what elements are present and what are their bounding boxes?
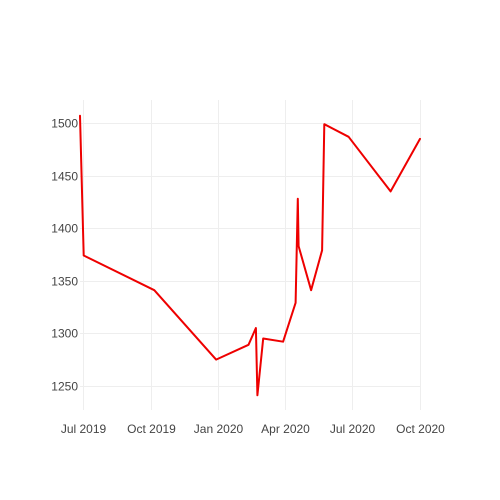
x-tick-label: Jul 2020 [330,422,376,436]
x-tick-label: Oct 2020 [396,422,445,436]
y-tick-label: 1300 [51,327,78,341]
series-line [79,114,421,397]
x-tick-label: Apr 2020 [261,422,310,436]
x-tick-label: Jan 2020 [194,422,244,436]
series-layer [79,114,421,397]
y-tick-label: 1350 [51,275,78,289]
y-tick-label: 1400 [51,222,78,236]
y-axis-ticks: 1250 1300 1350 1400 1450 1500 [51,117,78,394]
y-tick-label: 1250 [51,380,78,394]
x-tick-label: Oct 2019 [127,422,176,436]
x-axis-ticks: Jul 2019 Oct 2019 Jan 2020 Apr 2020 Jul 2020… [61,422,445,436]
y-tick-label: 1500 [51,117,78,131]
grid-lines [80,100,421,410]
x-tick-label: Jul 2019 [61,422,107,436]
y-tick-label: 1450 [51,170,78,184]
